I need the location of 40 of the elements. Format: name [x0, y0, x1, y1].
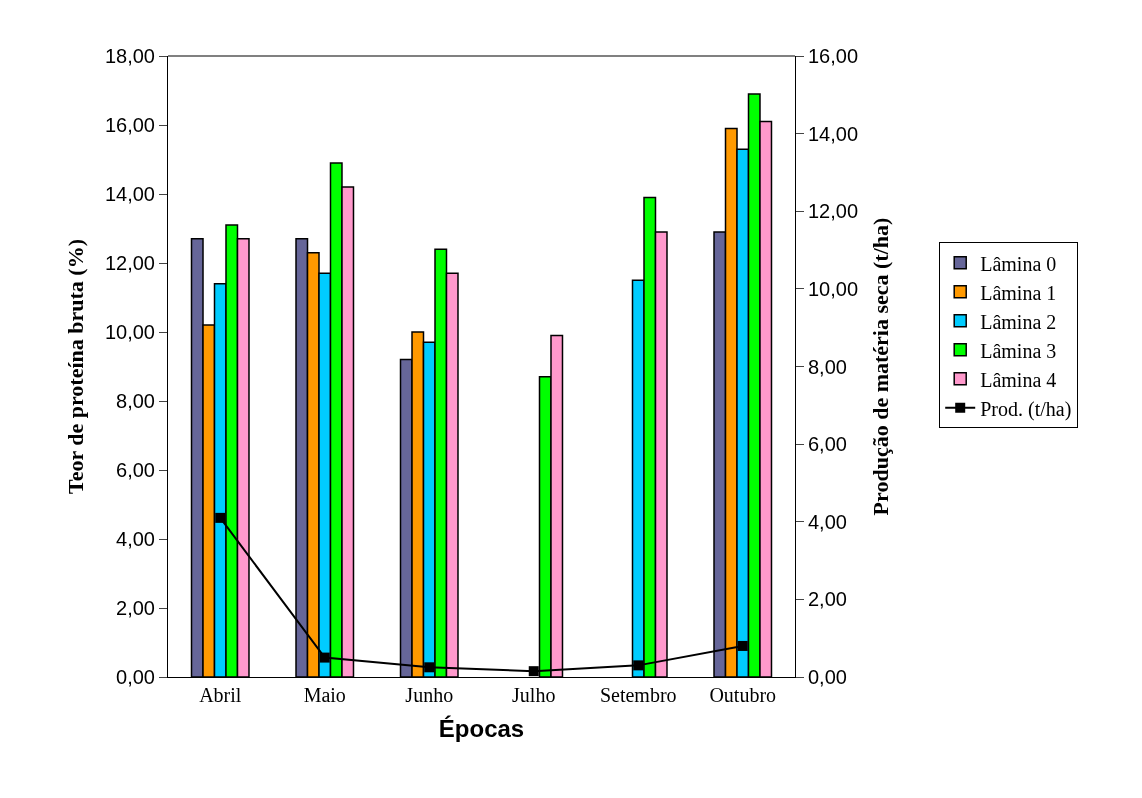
point	[215, 512, 226, 523]
y-tick-label: 6,00	[116, 459, 155, 481]
y2-tick-label: 14,00	[808, 122, 859, 145]
legend-label: Lâmina 2	[980, 310, 1057, 333]
legend-label: Prod. (t/ha)	[980, 397, 1072, 421]
x-tick-label: Abril	[199, 684, 242, 706]
y2-tick-label: 10,00	[808, 277, 859, 300]
legend-label: Lâmina 1	[980, 281, 1057, 304]
y-tick-label: 16,00	[104, 114, 155, 136]
legend-label: Lâmina 0	[980, 252, 1057, 275]
y-tick-label: 14,00	[104, 183, 155, 205]
y-tick-label: 4,00	[116, 528, 155, 550]
point	[633, 660, 644, 671]
legend-label: Lâmina 3	[980, 339, 1057, 362]
x-tick-label: Junho	[405, 684, 454, 706]
y-axis-title: Teor de proteína bruta (%)	[62, 238, 88, 495]
y-tick-label: 2,00	[116, 597, 155, 619]
x-tick-label: Maio	[303, 684, 346, 706]
x-axis-title: Épocas	[438, 715, 525, 743]
y2-tick-label: 6,00	[808, 433, 847, 456]
y-tick-label: 10,00	[104, 321, 155, 343]
y2-axis-title: Produção de matéria seca (t/ha)	[867, 217, 893, 516]
y-tick-label: 8,00	[116, 390, 155, 412]
y2-tick-label: 4,00	[808, 510, 847, 533]
y2-tick-label: 16,00	[808, 45, 859, 67]
point	[528, 666, 539, 677]
x-tick-label: Setembro	[599, 684, 677, 706]
x-tick-label: Julho	[512, 684, 556, 706]
y-tick-label: 18,00	[104, 45, 155, 67]
y2-tick-label: 8,00	[808, 355, 847, 378]
y2-tick-label: 0,00	[808, 666, 847, 688]
point	[737, 640, 748, 651]
y-tick-label: 12,00	[104, 252, 155, 274]
x-tick-label: Outubro	[709, 684, 777, 706]
y2-tick-label: 2,00	[808, 588, 847, 611]
y2-tick-label: 12,00	[808, 200, 859, 223]
y-tick-label: 0,00	[116, 666, 155, 688]
point	[319, 652, 330, 663]
legend-label: Lâmina 4	[980, 368, 1057, 391]
point	[424, 662, 435, 673]
